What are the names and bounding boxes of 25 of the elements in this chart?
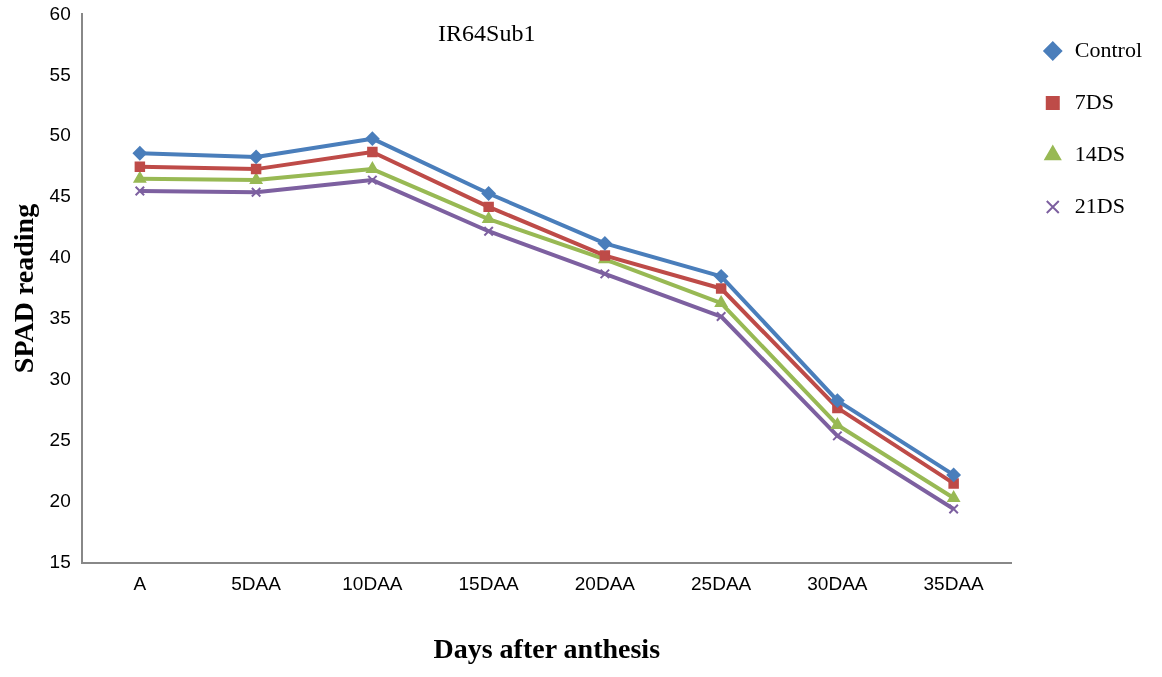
y-tick-label: 50 [49,124,71,146]
y-axis-title: SPAD reading [8,203,40,374]
y-tick-label: 40 [49,246,71,268]
x-axis-title: Days after anthesis [433,633,661,665]
y-tick-label: 30 [49,368,71,390]
y-tick-label: 45 [49,185,71,207]
legend-label: Control [1074,36,1143,62]
x-tick-label: 15DAA [458,573,520,595]
y-tick-label: 25 [49,429,71,451]
x-tick-label: 30DAA [807,573,868,595]
y-tick-label: 35 [49,307,71,329]
x-tick-label: A [133,573,147,595]
y-tick-label: 20 [49,489,71,511]
x-tick-label: 25DAA [691,573,752,595]
x-tick-label: 35DAA [923,573,985,595]
x-tick-label: 5DAA [231,573,282,595]
legend-label: 14DS [1074,140,1125,166]
x-tick-label: 20DAA [574,573,636,595]
chart-title: IR64Sub1 [438,19,536,46]
y-tick-label: 55 [49,63,71,85]
y-tick-label: 15 [49,550,71,572]
x-tick-label: 10DAA [342,573,403,595]
y-tick-label: 60 [49,2,71,24]
legend-label: 7DS [1074,88,1114,114]
legend-label: 21DS [1074,192,1125,218]
